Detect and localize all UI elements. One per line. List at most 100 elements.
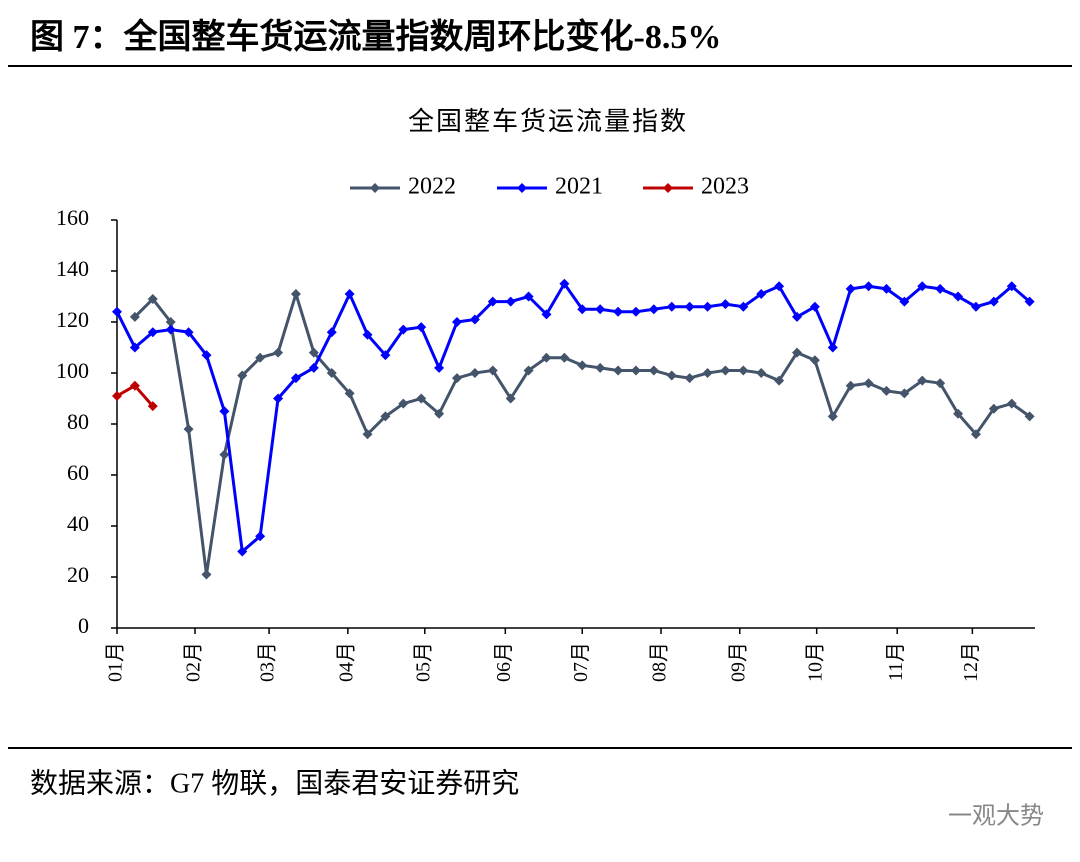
point — [595, 304, 606, 315]
point — [917, 375, 928, 386]
point — [219, 406, 230, 417]
point — [398, 398, 409, 409]
y-tick-label: 20 — [67, 562, 89, 587]
point — [953, 408, 964, 419]
point — [702, 301, 713, 312]
point — [380, 350, 391, 361]
legend-label: 2023 — [701, 174, 749, 200]
point — [935, 378, 946, 389]
point — [899, 296, 910, 307]
point — [362, 329, 373, 340]
point — [1006, 398, 1017, 409]
x-tick-label: 09月 — [727, 642, 749, 682]
point — [452, 317, 462, 327]
point — [505, 393, 516, 404]
point — [827, 342, 838, 353]
point — [899, 388, 910, 399]
chart-title: 全国整车货运流量指数 — [408, 107, 688, 136]
point — [774, 375, 785, 386]
point — [970, 301, 981, 312]
series-line — [133, 288, 1031, 575]
point — [416, 393, 427, 404]
point — [863, 281, 874, 292]
x-tick-label: 10月 — [804, 642, 826, 682]
point — [255, 352, 266, 363]
legend-marker — [663, 183, 673, 193]
x-tick-label: 11月 — [885, 642, 907, 681]
point — [666, 301, 677, 312]
point — [863, 378, 874, 389]
point — [487, 365, 498, 376]
point — [988, 403, 999, 414]
point — [112, 306, 122, 317]
point — [290, 373, 301, 384]
series-line — [115, 280, 1031, 555]
point — [273, 347, 284, 358]
y-tick-label: 80 — [67, 409, 89, 434]
y-tick-label: 60 — [67, 460, 89, 485]
point — [845, 283, 856, 294]
point — [684, 373, 695, 384]
point — [523, 365, 534, 376]
point — [559, 352, 570, 363]
point — [201, 350, 212, 361]
point — [827, 411, 838, 422]
point — [881, 283, 892, 294]
point — [756, 368, 767, 378]
figure-title: 图 7：全国整车货运流量指数周环比变化-8.5% — [30, 17, 721, 56]
point — [308, 347, 319, 358]
point — [988, 296, 999, 307]
legend-marker — [370, 183, 380, 193]
point — [613, 306, 624, 317]
point — [469, 314, 480, 325]
point — [577, 304, 588, 315]
point — [523, 291, 534, 302]
point — [487, 296, 498, 307]
point — [935, 283, 946, 294]
point — [738, 365, 749, 376]
point — [183, 424, 194, 435]
point — [434, 362, 445, 373]
point — [308, 362, 319, 373]
point — [255, 531, 266, 542]
point — [219, 449, 230, 460]
point — [953, 291, 964, 302]
point — [237, 370, 248, 381]
y-tick-label: 160 — [56, 205, 89, 230]
point — [129, 311, 140, 322]
y-tick-label: 100 — [56, 358, 89, 383]
point — [774, 281, 785, 292]
point — [809, 355, 820, 366]
point — [630, 365, 641, 376]
legend-label: 2022 — [408, 174, 456, 200]
point — [1024, 411, 1035, 422]
point — [720, 365, 731, 376]
point — [273, 393, 284, 404]
x-tick-label: 02月 — [183, 642, 205, 682]
point — [595, 362, 606, 373]
point — [505, 296, 516, 307]
x-tick-label: 01月 — [105, 642, 127, 682]
source: 数据来源：G7 物联，国泰君安证券研究 — [30, 767, 519, 799]
point — [165, 317, 176, 327]
point — [183, 327, 194, 338]
point — [398, 324, 409, 335]
legend-label: 2021 — [555, 174, 603, 200]
point — [577, 360, 588, 371]
point — [434, 408, 445, 419]
point — [559, 278, 570, 289]
point — [201, 569, 212, 580]
point — [809, 301, 820, 312]
point — [881, 385, 892, 396]
y-tick-label: 140 — [56, 256, 89, 281]
point — [845, 380, 856, 391]
point — [684, 301, 695, 312]
point — [648, 304, 659, 315]
y-tick-label: 40 — [67, 511, 89, 536]
point — [380, 411, 391, 422]
legend-marker — [517, 183, 527, 193]
point — [344, 388, 355, 399]
point — [702, 368, 713, 378]
point — [720, 299, 731, 310]
point — [326, 327, 337, 338]
